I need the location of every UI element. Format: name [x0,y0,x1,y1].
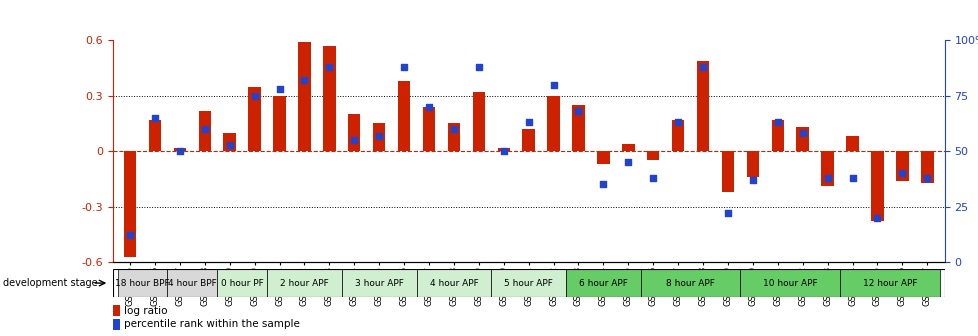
Bar [739,269,839,297]
Text: percentile rank within the sample: percentile rank within the sample [124,320,300,330]
Bar [845,136,858,151]
Point [694,64,710,70]
Point [794,131,810,136]
Bar [149,120,161,151]
Bar [920,151,933,183]
Bar [298,42,310,151]
Bar [821,151,833,186]
Bar [341,269,416,297]
Point [545,82,560,87]
Point [446,126,462,132]
Point [147,115,162,121]
Bar [472,92,484,151]
Bar [646,151,659,161]
Text: development stage: development stage [3,278,98,288]
Bar [267,269,341,297]
Bar [597,151,609,164]
Bar [123,151,136,257]
Text: 18 hour BPF: 18 hour BPF [115,279,169,288]
Point [470,64,486,70]
Text: 2 hour APF: 2 hour APF [280,279,329,288]
Text: 6 hour APF: 6 hour APF [578,279,627,288]
Bar [167,269,217,297]
Bar [641,269,739,297]
Point [819,175,834,180]
Bar [796,127,808,151]
Bar [347,114,360,151]
Point [570,109,586,114]
Bar [173,148,186,151]
Bar [112,319,120,330]
Text: 10 hour APF: 10 hour APF [762,279,817,288]
Point [421,104,436,110]
Bar [771,120,783,151]
Bar [323,46,335,151]
Bar [199,111,211,151]
Bar [416,269,491,297]
Point [246,93,262,98]
Bar [397,81,410,151]
Point [371,133,386,138]
Point [296,78,312,83]
Point [620,160,636,165]
Point [346,137,362,143]
Text: 8 hour APF: 8 hour APF [665,279,714,288]
Point [272,86,288,92]
Text: 12 hour APF: 12 hour APF [862,279,916,288]
Bar [746,151,758,177]
Point [894,171,910,176]
Text: 0 hour PF: 0 hour PF [221,279,263,288]
Point [595,182,610,187]
Bar [497,148,510,151]
Bar [547,96,559,151]
Text: 3 hour APF: 3 hour APF [354,279,403,288]
Point [222,142,238,147]
Bar [248,87,260,151]
Point [321,64,336,70]
Bar [895,151,908,181]
Point [396,64,412,70]
Bar [721,151,734,192]
Bar [117,269,167,297]
Bar [273,96,286,151]
Bar [491,269,565,297]
Bar [522,129,534,151]
Point [197,126,212,132]
Point [720,211,735,216]
Point [645,175,660,180]
Bar [565,269,641,297]
Point [918,175,934,180]
Point [496,149,511,154]
Bar [572,105,584,151]
Bar [696,61,709,151]
Point [868,215,884,220]
Bar [621,144,634,151]
Bar [870,151,883,221]
Text: log ratio: log ratio [124,306,167,316]
Bar [671,120,684,151]
Bar [447,124,460,151]
Bar [422,107,435,151]
Bar [112,305,120,316]
Bar [217,269,267,297]
Text: 4 hour BPF: 4 hour BPF [168,279,216,288]
Point [172,149,188,154]
Point [670,120,686,125]
Point [520,120,536,125]
Point [844,175,860,180]
Point [122,233,138,238]
Bar [373,124,385,151]
Bar [223,133,236,151]
Point [744,177,760,183]
Bar [839,269,939,297]
Point [769,120,784,125]
Text: 5 hour APF: 5 hour APF [504,279,553,288]
Text: 4 hour APF: 4 hour APF [429,279,478,288]
